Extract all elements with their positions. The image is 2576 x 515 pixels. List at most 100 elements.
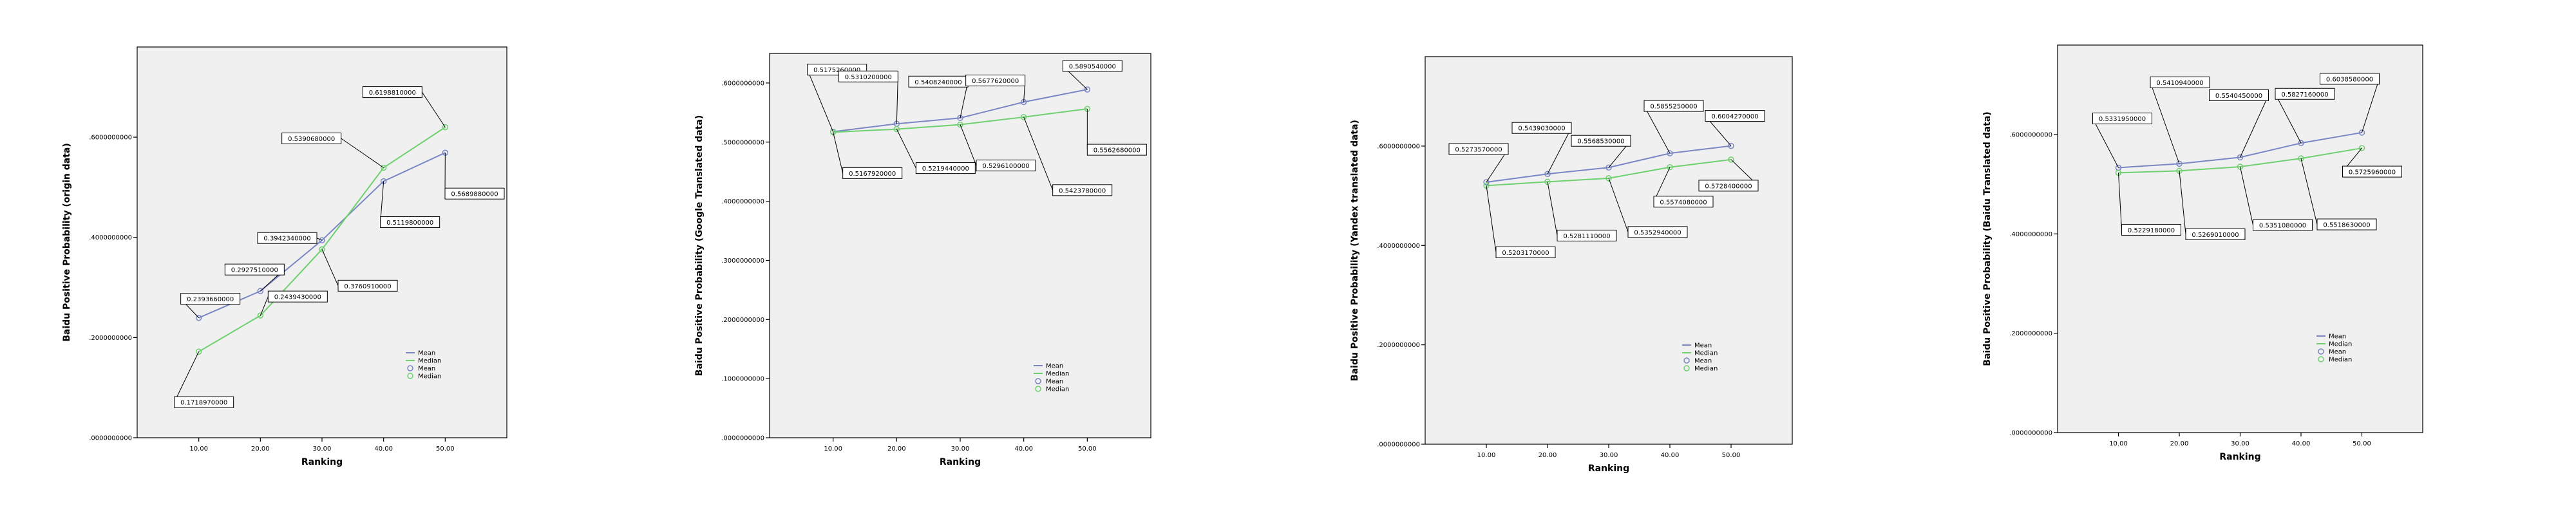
callout-box — [1653, 196, 1714, 208]
x-tick-label: 40.00 — [1014, 445, 1033, 453]
x-tick-label: 20.00 — [887, 445, 906, 453]
x-tick-label: 20.00 — [251, 445, 270, 453]
data-point-mean — [1084, 86, 1091, 93]
data-point-median — [2358, 145, 2365, 151]
callout-box — [2342, 165, 2402, 178]
callout-box — [281, 132, 342, 144]
callout-box — [976, 160, 1036, 172]
data-label-median: 0.5203170000 — [1502, 250, 1549, 257]
legend-marker-median — [407, 373, 413, 379]
callout-leader — [807, 69, 834, 132]
data-label-median: 0.2439430000 — [274, 294, 321, 301]
y-tick-label: .2000000000 — [2009, 330, 2052, 337]
callout-leader — [1486, 185, 1497, 252]
data-point-mean — [257, 288, 264, 294]
callout-leader — [896, 129, 916, 169]
y-tick-label: .3000000000 — [721, 258, 764, 265]
data-label-median: 0.1718970000 — [180, 400, 227, 407]
y-axis-label: Baidu Positive Probability (Google Trans… — [694, 115, 705, 376]
data-label-median: 0.5574080000 — [1660, 199, 1707, 206]
legend-entry: Median — [418, 358, 441, 365]
data-point-median — [1728, 156, 1734, 163]
callout-box — [1705, 110, 1765, 122]
legend-marker-median — [1035, 386, 1041, 392]
data-point-median — [2237, 164, 2244, 170]
callout-box — [1627, 226, 1688, 238]
data-label-mean: 0.5890540000 — [1069, 63, 1116, 70]
plot-area — [769, 53, 1151, 438]
data-label-mean: 0.2393660000 — [187, 296, 234, 303]
callout-box — [362, 86, 422, 98]
callout-box — [337, 279, 398, 292]
callout-box — [1052, 184, 1113, 196]
data-label-median: 0.5229180000 — [2128, 227, 2175, 234]
y-tick-label: .2000000000 — [721, 317, 764, 324]
data-label-median: 0.5562680000 — [1094, 147, 1141, 154]
callout-leader — [1608, 178, 1629, 232]
x-tick-label: 10.00 — [2109, 440, 2128, 447]
y-tick-label: .4000000000 — [2009, 231, 2052, 238]
x-tick-label: 50.00 — [1722, 452, 1741, 459]
data-point-mean — [1483, 179, 1490, 185]
data-point-median — [893, 126, 900, 133]
callout-leader — [316, 238, 323, 241]
data-label-median: 0.5296100000 — [982, 163, 1029, 170]
callout-box — [2150, 76, 2210, 88]
data-point-median — [380, 164, 387, 171]
callout-leader — [2150, 82, 2180, 164]
data-label-median: 0.5167920000 — [849, 171, 896, 178]
legend-entry: Mean — [1046, 379, 1063, 386]
x-tick-label: 40.00 — [2292, 440, 2311, 447]
legend-entry: Mean — [1046, 363, 1063, 370]
data-label-median: 0.5728400000 — [1705, 183, 1752, 190]
data-label-median: 0.5352940000 — [1634, 229, 1681, 236]
data-label-mean: 0.5175260000 — [813, 67, 860, 74]
callout-box — [1511, 122, 1572, 134]
data-label-median: 0.5725960000 — [2349, 169, 2396, 176]
data-point-median — [1483, 182, 1490, 189]
data-point-mean — [957, 115, 963, 122]
y-tick-label: .6000000000 — [1377, 143, 1420, 150]
data-point-mean — [2298, 140, 2304, 147]
data-point-median — [257, 312, 264, 319]
legend-marker-median — [2318, 356, 2324, 362]
callout-leader — [380, 181, 384, 223]
callout-box — [842, 167, 903, 179]
legend-entry: Mean — [2329, 333, 2346, 341]
callout-box — [180, 293, 241, 305]
legend-entry: Mean — [418, 350, 435, 357]
legend-marker-mean — [1035, 378, 1041, 384]
callout-leader — [1643, 106, 1671, 154]
x-tick-label: 40.00 — [1661, 452, 1680, 459]
x-axis-label: Ranking — [1588, 464, 1629, 474]
y-axis-label: Baidu Positive Probability (origin data) — [62, 143, 72, 342]
data-point-mean — [195, 314, 202, 321]
data-point-median — [195, 348, 202, 355]
callout-leader — [2118, 173, 2122, 230]
data-point-mean — [2237, 154, 2244, 161]
y-tick-label: .4000000000 — [89, 234, 132, 241]
data-label-median: 0.5518630000 — [2323, 222, 2370, 229]
callout-box — [1086, 144, 1147, 156]
y-tick-label: .1000000000 — [721, 376, 764, 383]
callout-box — [2121, 223, 2181, 236]
callout-leader — [260, 296, 269, 316]
data-label-median: 0.5390680000 — [288, 136, 335, 143]
legend-entry: Median — [1694, 366, 1718, 373]
callout-leader — [2362, 79, 2380, 133]
x-tick-label: 30.00 — [951, 445, 970, 453]
legend-entry: Median — [1694, 350, 1718, 357]
data-point-median — [829, 129, 837, 136]
x-tick-label: 20.00 — [1539, 452, 1557, 459]
data-label-median: 0.5269010000 — [2192, 232, 2239, 239]
y-tick-label: .6000000000 — [2009, 131, 2052, 138]
legend-marker-mean — [407, 365, 413, 371]
x-tick-label: 10.00 — [189, 445, 208, 453]
y-tick-label: .4000000000 — [1377, 243, 1420, 250]
y-tick-label: .0000000000 — [2009, 430, 2052, 437]
legend-entry: Median — [1046, 371, 1069, 378]
callout-box — [267, 290, 328, 303]
data-point-mean — [1667, 150, 1673, 156]
